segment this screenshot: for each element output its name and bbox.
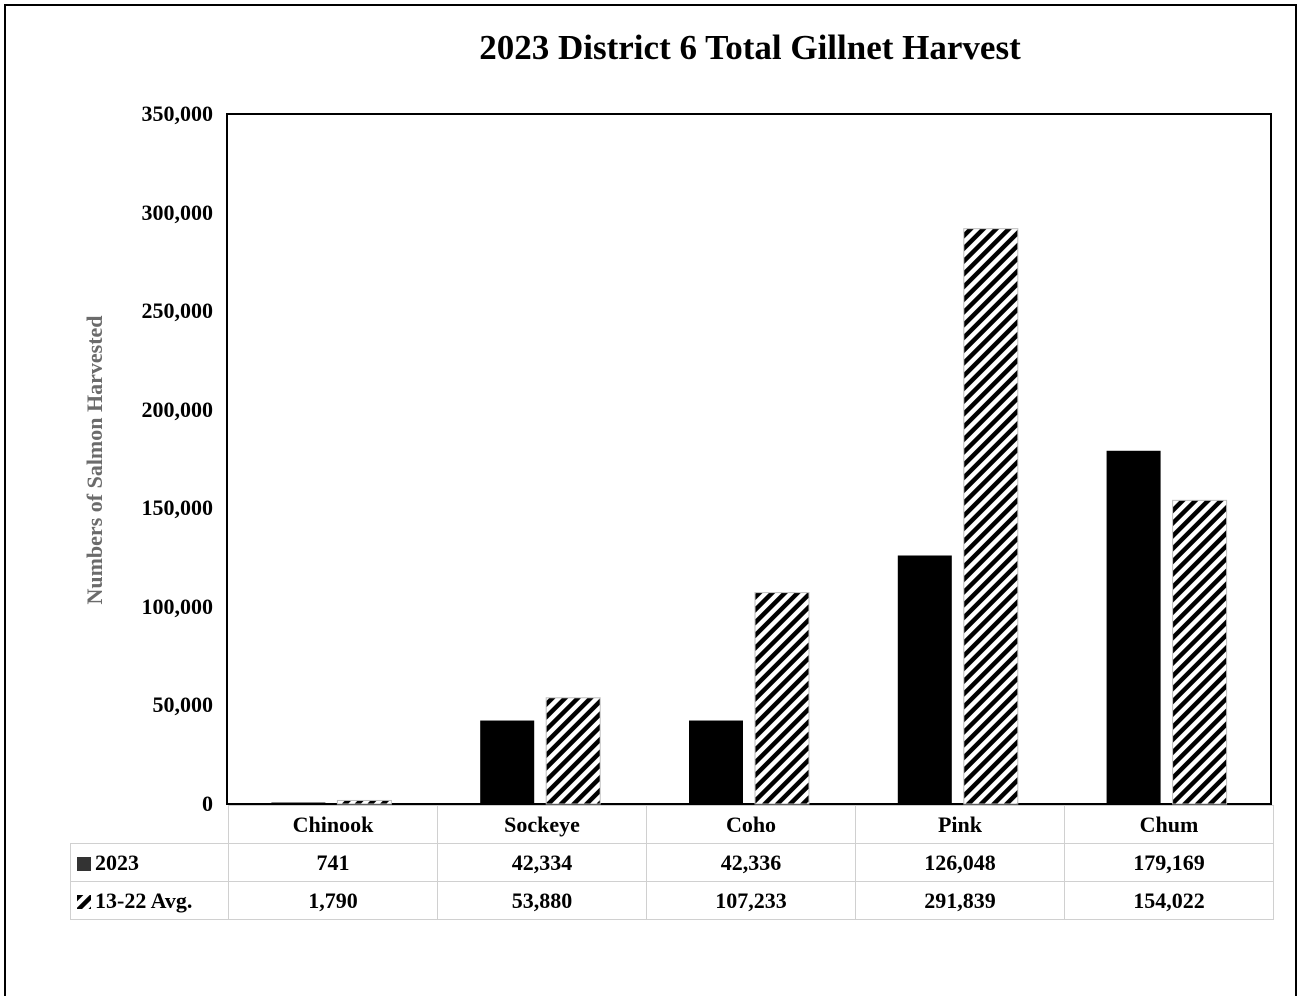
y-tick-label: 100,000 (141, 593, 214, 619)
table-cell: 741 (228, 843, 438, 882)
table-row: 2023 741 42,334 42,336 126,048 179,169 (70, 843, 1274, 882)
bar-coho-series-0 (689, 720, 743, 804)
bar-sockeye-series-0 (480, 720, 535, 804)
chart-frame (4, 4, 1297, 996)
y-tick-label: 200,000 (141, 396, 214, 422)
y-tick-label: 150,000 (141, 495, 214, 521)
bar-sockeye-series-1 (545, 697, 601, 805)
bar-chinook-series-0 (271, 802, 326, 804)
bar-chinook-series-1 (336, 799, 392, 805)
table-cell: 1,790 (228, 881, 438, 920)
y-tick-label: 250,000 (141, 298, 214, 324)
category-label: Chinook (228, 805, 438, 844)
series-name: 13-22 Avg. (95, 887, 193, 913)
y-tick-label: 300,000 (141, 199, 214, 225)
bar-chum-series-1 (1172, 499, 1228, 805)
plot-border (226, 113, 1272, 805)
table-cell: 53,880 (437, 881, 647, 920)
legend-entry-avg: 13-22 Avg. (70, 881, 229, 920)
table-cell: 42,334 (437, 843, 647, 882)
y-tick-label: 0 (202, 791, 213, 816)
bar-group (271, 228, 1228, 805)
category-label: Sockeye (437, 805, 647, 844)
table-cell: 291,839 (855, 881, 1065, 920)
bar-coho-series-1 (754, 592, 810, 805)
legend-swatch-striped (77, 894, 91, 909)
table-cell: 107,233 (646, 881, 856, 920)
series-name: 2023 (95, 849, 139, 875)
legend-entry-2023: 2023 (70, 843, 229, 882)
bar-pink-series-0 (897, 555, 952, 804)
table-cell: 154,022 (1064, 881, 1274, 920)
category-label: Chum (1064, 805, 1274, 844)
data-table: Chinook Sockeye Coho Pink Chum 2023 741 … (70, 805, 1274, 920)
table-cell: 42,336 (646, 843, 856, 882)
table-header-row: Chinook Sockeye Coho Pink Chum (70, 805, 1274, 844)
table-cell: 126,048 (855, 843, 1065, 882)
category-label: Pink (855, 805, 1065, 844)
table-row: 13-22 Avg. 1,790 53,880 107,233 291,839 … (70, 881, 1274, 920)
category-label: Coho (646, 805, 856, 844)
bar-pink-series-1 (963, 228, 1019, 805)
bar-chum-series-0 (1106, 450, 1161, 804)
chart-title: 2023 District 6 Total Gillnet Harvest (479, 28, 1021, 67)
table-corner (70, 805, 229, 844)
legend-swatch-solid (77, 856, 91, 871)
table-cell: 179,169 (1064, 843, 1274, 882)
y-tick-label: 350,000 (141, 101, 214, 126)
y-tick-label: 50,000 (152, 692, 214, 718)
